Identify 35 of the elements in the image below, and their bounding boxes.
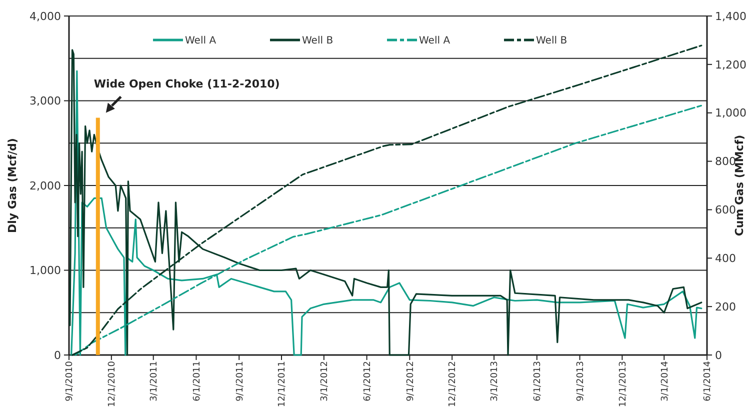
y2-tick-label: 200 bbox=[715, 300, 736, 314]
legend-label: Well B bbox=[302, 36, 334, 46]
y-tick-label: 4,000 bbox=[30, 10, 61, 23]
x-tick-label: 12/1/2012 bbox=[448, 361, 458, 408]
x-tick-label: 3/1/2013 bbox=[490, 361, 500, 402]
x-tick-label: 9/1/2011 bbox=[235, 361, 246, 402]
x-tick-label: 9/1/2012 bbox=[406, 361, 416, 402]
x-tick-label: 3/1/2012 bbox=[320, 361, 330, 402]
y-axis-title: Dly Gas (Mcf/d) bbox=[6, 138, 19, 233]
y2-tick-label: 400 bbox=[715, 252, 736, 265]
x-tick-label: 6/1/2011 bbox=[192, 361, 202, 402]
annotation: Wide Open Choke (11-2-2010) bbox=[94, 78, 280, 91]
x-tick-label: 9/1/2013 bbox=[576, 361, 586, 402]
x-tick-label: 12/1/2010 bbox=[108, 360, 118, 408]
x-tick-label: 3/1/2014 bbox=[660, 360, 670, 402]
legend-label: Well A bbox=[419, 36, 450, 46]
y-tick-label: 1,000 bbox=[30, 264, 61, 278]
y2-tick-label: 0 bbox=[715, 348, 722, 362]
y2-tick-label: 1,000 bbox=[715, 106, 746, 120]
y2-tick-label: 1,200 bbox=[715, 58, 746, 72]
y2-tick-label: 1,400 bbox=[715, 10, 746, 23]
legend-label: Well B bbox=[536, 36, 568, 46]
x-tick-label: 6/1/2012 bbox=[362, 361, 373, 402]
y2-tick-label: 800 bbox=[715, 155, 736, 168]
y-tick-label: 2,000 bbox=[30, 179, 61, 192]
x-tick-label: 12/1/2011 bbox=[278, 361, 288, 408]
y2-tick-label: 600 bbox=[715, 204, 736, 217]
x-tick-label: 9/1/2010 bbox=[65, 360, 76, 402]
x-tick-label: 12/1/2013 bbox=[618, 361, 628, 408]
legend-label: Well A bbox=[185, 36, 216, 46]
x-tick-label: 3/1/2011 bbox=[150, 361, 160, 402]
x-tick-label: 6/1/2013 bbox=[533, 361, 544, 402]
y-tick-label: 0 bbox=[54, 348, 61, 362]
y-tick-label: 3,000 bbox=[30, 94, 61, 108]
x-tick-label: 6/1/2014 bbox=[703, 360, 714, 402]
